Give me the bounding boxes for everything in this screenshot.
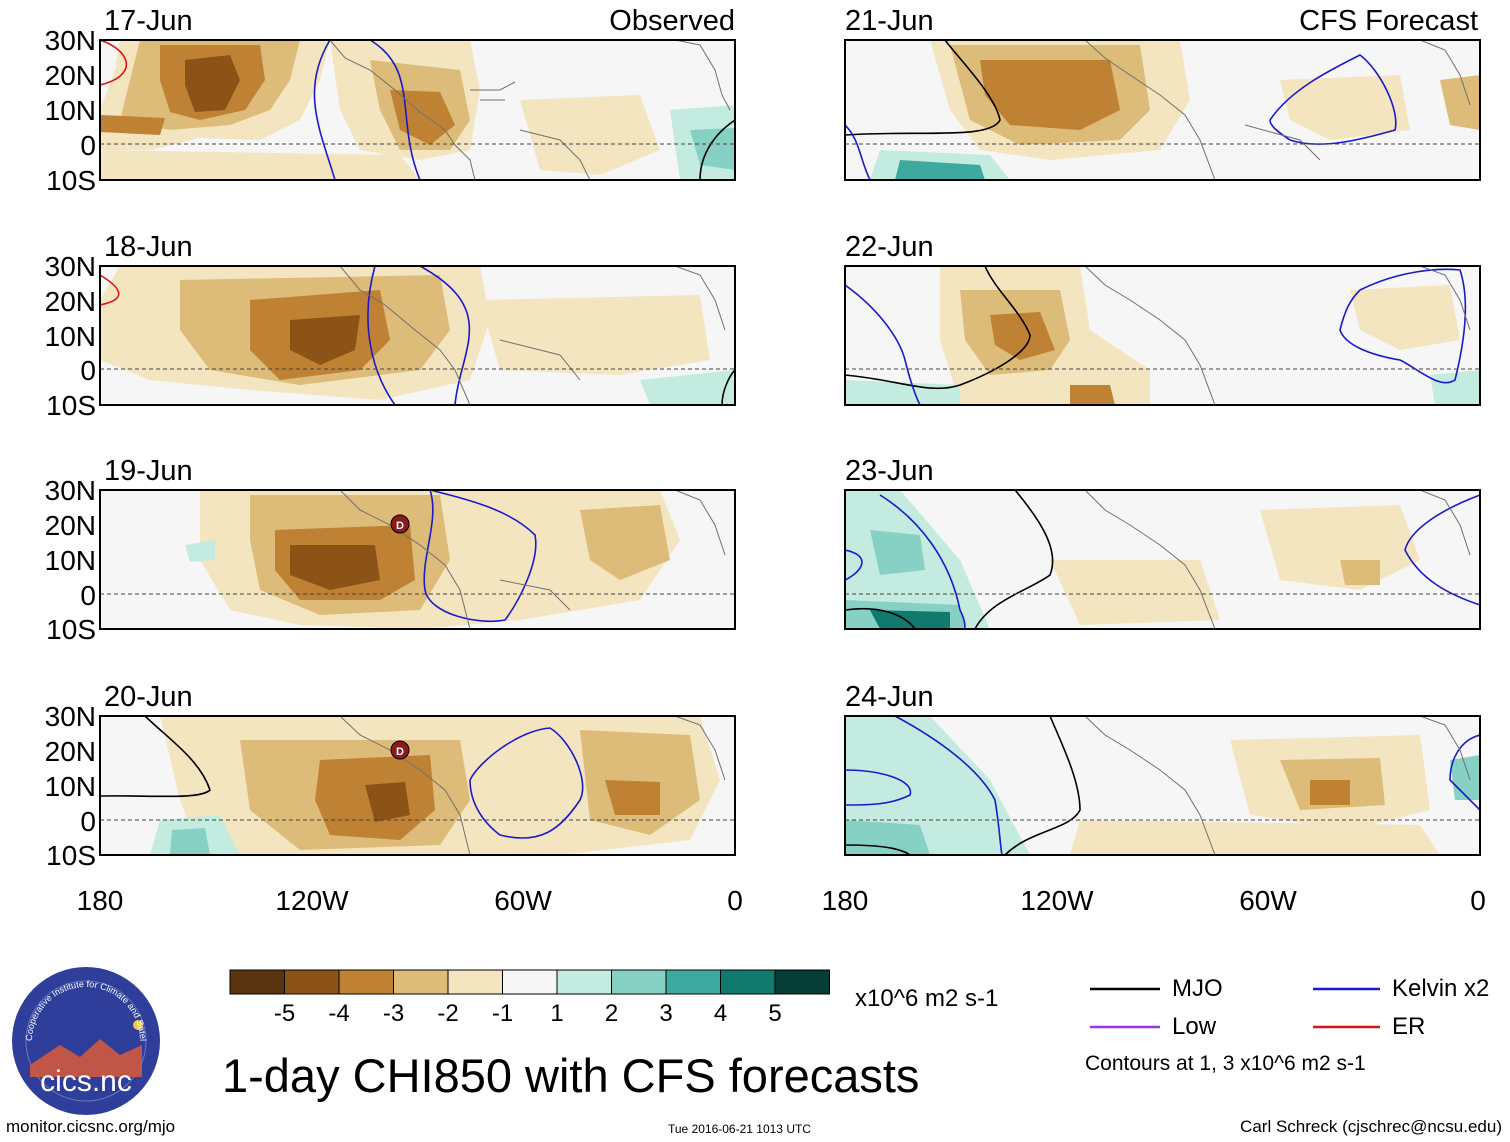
lat-label: 30N	[45, 25, 96, 56]
lat-label: 20N	[45, 736, 96, 767]
lon-label: 120W	[275, 885, 349, 916]
lat-label: 10S	[46, 390, 96, 421]
figure-title: 1-day CHI850 with CFS forecasts	[222, 1049, 920, 1102]
lat-label: 30N	[45, 251, 96, 282]
colorbar-tick: -2	[437, 1000, 458, 1027]
low-marker-19-jun: D	[390, 514, 410, 534]
cics-nc-logo: Cooperative Institute for Climate and Sa…	[7, 957, 162, 1117]
lat-label: 20N	[45, 60, 96, 91]
colorbar-tick: -3	[383, 1000, 404, 1027]
colorbar-units: x10^6 m2 s-1	[855, 985, 999, 1012]
low-marker-label: D	[396, 520, 404, 532]
colorbar	[229, 969, 830, 995]
lat-label: 10N	[45, 95, 96, 126]
panel-24-jun	[844, 715, 1481, 856]
lon-label: 0	[1470, 885, 1486, 916]
panel-date-23-jun: 23-Jun	[845, 455, 934, 487]
colorbar-swatch	[611, 969, 667, 995]
lat-label: 30N	[45, 475, 96, 506]
panel-date-20-jun: 20-Jun	[104, 681, 193, 713]
panel-date-22-jun: 22-Jun	[845, 231, 934, 263]
colorbar-tick: 4	[714, 1000, 727, 1027]
lon-label: 60W	[494, 885, 552, 916]
panel-date-24-jun: 24-Jun	[845, 681, 934, 713]
cfs-forecast-header: CFS Forecast	[1299, 5, 1478, 37]
panel-date-21-jun: 21-Jun	[845, 5, 934, 37]
lon-label: 0	[727, 885, 743, 916]
colorbar-tick: -4	[328, 1000, 349, 1027]
lat-label: 10N	[45, 545, 96, 576]
lon-label: 60W	[1239, 885, 1297, 916]
lat-label: 0	[80, 580, 96, 611]
lat-label: 10S	[46, 165, 96, 196]
panel-23-jun	[844, 489, 1481, 630]
lon-label: 180	[77, 885, 124, 916]
colorbar-swatch	[502, 969, 558, 995]
colorbar-swatch	[393, 969, 449, 995]
latitude-axis-labels: 30N 20N 10N 0 10S 30N 20N 10N 0 10S 30N …	[45, 25, 96, 871]
lat-label: 20N	[45, 286, 96, 317]
colorbar-tick-labels: -5 -4 -3 -2 -1 1 2 3 4 5	[274, 1000, 782, 1027]
panel-date-19-jun: 19-Jun	[104, 455, 193, 487]
colorbar-swatch	[556, 969, 612, 995]
kelvin-legend-label: Kelvin x2	[1392, 975, 1490, 1002]
lat-label: 30N	[45, 701, 96, 732]
colorbar-tick: -5	[274, 1000, 295, 1027]
lat-label: 20N	[45, 510, 96, 541]
colorbar-swatch	[665, 969, 721, 995]
colorbar-tick: 1	[550, 1000, 563, 1027]
longitude-axis-labels: 180 120W 60W 0 180 120W 60W 0	[77, 885, 1486, 916]
low-legend-label: Low	[1172, 1013, 1217, 1040]
colorbar-tick: 5	[768, 1000, 781, 1027]
source-url: monitor.cicsnc.org/mjo	[6, 1117, 176, 1136]
colorbar-swatch	[284, 969, 340, 995]
lon-label: 180	[822, 885, 869, 916]
chi-anomaly-shading	[100, 40, 735, 180]
panel-18-jun	[99, 265, 736, 406]
colorbar-swatch	[229, 969, 285, 995]
panel-20-jun: D	[99, 715, 736, 856]
lat-label: 0	[80, 806, 96, 837]
low-marker-label: D	[396, 746, 404, 758]
lat-label: 0	[80, 130, 96, 161]
panel-22-jun	[844, 265, 1481, 406]
panel-date-18-jun: 18-Jun	[104, 231, 193, 263]
colorbar-tick: -1	[492, 1000, 513, 1027]
colorbar-swatch	[338, 969, 394, 995]
panel-date-17-jun: 17-Jun	[104, 5, 193, 37]
lat-label: 10S	[46, 614, 96, 645]
timestamp: Tue 2016-06-21 1013 UTC	[668, 1122, 811, 1136]
colorbar-swatch	[720, 969, 776, 995]
contour-note: Contours at 1, 3 x10^6 m2 s-1	[1085, 1052, 1366, 1075]
er-legend-label: ER	[1392, 1013, 1426, 1040]
panel-17-jun	[99, 39, 736, 181]
logo-text: cics.nc	[40, 1065, 132, 1098]
panel-21-jun	[844, 39, 1481, 181]
mjo-legend-label: MJO	[1172, 975, 1223, 1002]
colorbar-swatch	[774, 969, 830, 995]
contour-legend	[1090, 987, 1380, 1029]
lat-label: 0	[80, 355, 96, 386]
panel-19-jun: D	[99, 489, 736, 630]
low-marker-20-jun: D	[390, 740, 410, 760]
observed-header: Observed	[609, 5, 735, 37]
credit: Carl Schreck (cjschrec@ncsu.edu)	[1240, 1117, 1502, 1136]
lon-label: 120W	[1020, 885, 1094, 916]
colorbar-swatch	[447, 969, 503, 995]
colorbar-tick: 3	[659, 1000, 672, 1027]
lat-label: 10N	[45, 321, 96, 352]
lat-label: 10N	[45, 771, 96, 802]
colorbar-tick: 2	[605, 1000, 618, 1027]
panel-frame	[99, 39, 736, 181]
lat-label: 10S	[46, 840, 96, 871]
